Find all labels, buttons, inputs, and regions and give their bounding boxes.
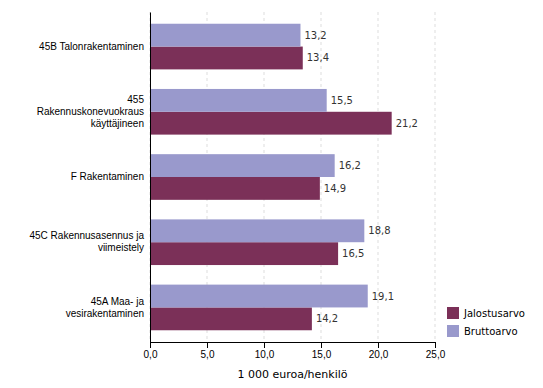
bar xyxy=(150,24,300,47)
y-tick-label: 455Rakennuskonevuokrauskäyttäjineen xyxy=(37,94,145,129)
x-tick: 25,0 xyxy=(426,342,446,360)
y-tick-label-line: F Rakentaminen xyxy=(71,171,144,182)
x-tick-label: 20,0 xyxy=(369,349,389,360)
y-axis-line xyxy=(150,13,151,343)
data-label: 21,2 xyxy=(396,118,418,129)
legend-swatch xyxy=(447,307,459,319)
y-tick: 45C Rakennusasennus javiimeistely xyxy=(29,230,150,253)
y-tick-label-line: viimeistely xyxy=(98,242,144,253)
x-axis-title: 1 000 euroa/henkilö xyxy=(237,368,347,381)
y-tick: 45A Maa- javesirakentaminen xyxy=(66,296,150,319)
x-tick-mark xyxy=(207,342,208,348)
legend-label: Bruttoarvo xyxy=(464,326,518,337)
legend-label: Jalostusarvo xyxy=(463,308,525,319)
x-tick: 15,0 xyxy=(312,342,332,360)
y-tick-label-line: vesirakentaminen xyxy=(66,308,144,319)
data-label: 16,2 xyxy=(339,160,361,171)
x-tick-label: 10,0 xyxy=(255,349,275,360)
y-tick-label-line: 45A Maa- ja xyxy=(91,296,145,307)
bar xyxy=(150,154,335,177)
data-label: 13,4 xyxy=(307,52,329,63)
x-tick-mark xyxy=(321,342,322,348)
y-tick-label-line: 455 xyxy=(127,94,144,105)
legend-item: Jalostusarvo xyxy=(447,307,525,319)
y-tick-label-line: käyttäjineen xyxy=(91,118,144,129)
plot: 13,4 21,2 14,9 16,5 14,2 13,2 15,5 16,2 18,8 19,1… xyxy=(29,12,524,381)
x-tick-mark xyxy=(150,342,151,348)
bar xyxy=(150,177,320,200)
y-tick: 455Rakennuskonevuokrauskäyttäjineen xyxy=(37,94,150,129)
x-tick: 0,0 xyxy=(144,342,158,360)
data-label: 19,1 xyxy=(372,291,394,302)
bar-series xyxy=(150,24,368,308)
x-axis: 0,0 5,0 10,0 15,0 20,0 25,0 xyxy=(144,342,446,360)
data-label: 16,5 xyxy=(342,248,364,259)
bars xyxy=(150,24,392,331)
y-tick: F Rakentaminen xyxy=(71,171,150,182)
x-tick: 5,0 xyxy=(201,342,215,360)
bar xyxy=(150,219,364,242)
data-labels: 13,4 21,2 14,9 16,5 14,2 13,2 15,5 16,2 18,8 19,1 xyxy=(304,30,417,325)
x-tick-label: 25,0 xyxy=(426,349,446,360)
y-tick-label-line: 45B Talonrakentaminen xyxy=(39,41,144,52)
x-tick-mark xyxy=(264,342,265,348)
bar xyxy=(150,307,312,330)
y-tick-label: 45A Maa- javesirakentaminen xyxy=(66,296,145,319)
data-label: 15,5 xyxy=(331,95,353,106)
y-tick-label: 45C Rakennusasennus javiimeistely xyxy=(29,230,144,253)
data-label: 18,8 xyxy=(368,225,390,236)
y-tick-label-line: 45C Rakennusasennus ja xyxy=(29,230,144,241)
bar xyxy=(150,112,392,135)
y-tick-label-line: Rakennuskonevuokraus xyxy=(37,106,144,117)
bar xyxy=(150,285,368,308)
legend-swatch xyxy=(447,325,459,337)
grid xyxy=(150,12,435,342)
x-tick-mark xyxy=(435,342,436,348)
x-tick-label: 0,0 xyxy=(144,349,158,360)
y-tick: 45B Talonrakentaminen xyxy=(39,41,150,52)
chart: 13,4 21,2 14,9 16,5 14,2 13,2 15,5 16,2 18,8 19,1… xyxy=(0,0,543,388)
bar-series xyxy=(150,47,392,331)
x-tick: 20,0 xyxy=(369,342,389,360)
data-label: 14,9 xyxy=(324,183,346,194)
y-tick-label: F Rakentaminen xyxy=(71,171,144,182)
y-axis: 45B Talonrakentaminen 455Rakennuskonevuok… xyxy=(29,13,150,343)
grid-line xyxy=(435,12,436,342)
x-tick: 10,0 xyxy=(255,342,275,360)
x-tick-mark xyxy=(378,342,379,348)
x-axis-line xyxy=(151,343,436,349)
bar xyxy=(150,47,303,70)
data-label: 14,2 xyxy=(316,313,338,324)
x-tick-label: 5,0 xyxy=(201,349,215,360)
data-label: 13,2 xyxy=(304,30,326,41)
legend-item: Bruttoarvo xyxy=(447,325,518,337)
legend: Jalostusarvo Bruttoarvo xyxy=(447,307,525,337)
bar xyxy=(150,89,327,112)
y-tick-label: 45B Talonrakentaminen xyxy=(39,41,144,52)
x-tick-label: 15,0 xyxy=(312,349,332,360)
bar xyxy=(150,242,338,265)
grid-line xyxy=(150,12,151,342)
